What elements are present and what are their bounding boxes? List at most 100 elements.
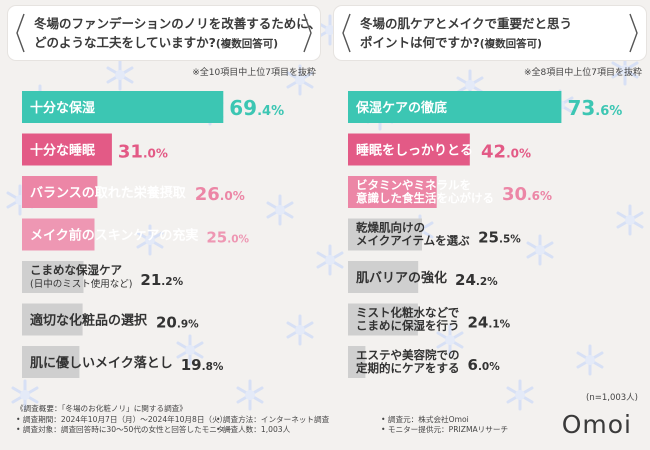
footer-cell: • 調査人数：1,003人 <box>216 425 291 434</box>
bar-label: 肌バリアの強化 <box>356 270 447 286</box>
bar-label-line: 睡眠をしっかりとる <box>356 143 473 159</box>
value-label: 25.0% <box>206 229 249 247</box>
bar-label-line: エステや美容院での <box>356 348 460 362</box>
value-label: 73.6% <box>567 96 622 120</box>
bar-6 <box>348 303 418 336</box>
bar-label-line: 十分な保湿 <box>30 100 95 116</box>
value-decimal: .0% <box>506 147 531 161</box>
value-integer: 31 <box>118 142 143 163</box>
value-integer: 42 <box>481 142 506 163</box>
value-integer: 69 <box>229 96 257 120</box>
value-label: 31.0% <box>118 142 168 163</box>
bar-label: 保湿ケアの徹底 <box>355 100 447 116</box>
value-integer: 26 <box>195 184 220 205</box>
footer-cell: 《調査概要：「冬場のお化粧ノリ」に関する調査》 <box>16 404 187 413</box>
sample-size-note: (n=1,003人) <box>586 393 638 403</box>
value-label: 21.2% <box>140 271 183 289</box>
footer-cell: • 調査期間：2024年10月7日（月）～2024年10月8日（火） <box>16 414 228 424</box>
value-integer: 25 <box>478 229 499 247</box>
bar-label-line: 定期的にケアをする <box>356 361 460 375</box>
value-integer: 20 <box>156 314 177 332</box>
value-label: 42.0% <box>481 142 531 163</box>
footer-row: • 調査対象：調査回答時に30〜50代の女性と回答したモニター • 調査人数：1… <box>16 425 536 436</box>
bracket-left-icon <box>16 13 25 53</box>
value-decimal: .6% <box>527 189 552 203</box>
chart-panel-right: 冬場の肌ケアとメイクで重要だと思う ポイントは何ですか?(複数回答可) ※全8項… <box>334 6 646 378</box>
bar-5 <box>22 261 84 293</box>
omoi-logo: Omoi <box>561 410 632 439</box>
bar-label-line: こまめな保湿ケア <box>30 263 122 277</box>
bracket-right-icon <box>629 13 638 53</box>
bar-label: メイク前のスキンケアの充実 <box>30 228 198 244</box>
question-title-right: 冬場の肌ケアとメイクで重要だと思う ポイントは何ですか?(複数回答可) <box>360 14 636 54</box>
bar-label-line: 適切な化粧品の選択 <box>30 313 148 329</box>
question-suffix: (複数回答可) <box>479 38 542 50</box>
bar-1 <box>22 91 224 123</box>
bar-label: 十分な保湿 <box>30 100 95 116</box>
bar-label-line: 乾燥肌向けの <box>356 221 425 235</box>
bar-label-line: こまめに保湿を行う <box>356 319 460 333</box>
value-decimal: .4% <box>257 104 284 119</box>
bar-label-line: バランスの取れた栄養摂取 <box>30 185 187 201</box>
value-label: 24.1% <box>468 314 511 332</box>
value-label: 6.0% <box>468 356 501 374</box>
value-integer: 19 <box>181 356 202 374</box>
footer-cell: • 調査方法：インターネット調査 <box>216 414 330 424</box>
bar-label-line: メイクアイテムを選ぶ <box>356 234 470 248</box>
bracket-left-icon <box>342 13 351 53</box>
value-decimal: .0% <box>227 234 249 246</box>
value-decimal: .5% <box>499 234 521 246</box>
value-integer: 21 <box>140 271 161 289</box>
value-integer: 73 <box>567 96 595 120</box>
value-decimal: .2% <box>476 276 498 288</box>
value-decimal: .2% <box>161 276 183 288</box>
value-integer: 25 <box>206 229 227 247</box>
question-box-left: 冬場のファンデーションのノリを改善するために、 どのような工夫をしていますか?(… <box>8 6 321 60</box>
bar-1 <box>348 91 562 123</box>
value-integer: 24 <box>468 314 489 332</box>
bar-label-line: 肌バリアの強化 <box>356 270 447 286</box>
survey-footer: 《調査概要：「冬場のお化粧ノリ」に関する調査》 • 調査期間：2024年10月7… <box>16 404 536 436</box>
question-line-1: 冬場の肌ケアとメイクで重要だと思う <box>360 16 573 31</box>
value-decimal: .0% <box>143 147 168 161</box>
footer-cell: • 調査対象：調査回答時に30〜50代の女性と回答したモニター <box>16 425 233 434</box>
question-line-2: どのような工夫をしていますか? <box>34 35 216 50</box>
bar-label: ビタミンやミネラルを意識した食生活を心がける <box>356 178 494 205</box>
value-label: 69.4% <box>229 96 284 120</box>
bar-label: エステや美容院での定期的にケアをする <box>356 348 460 375</box>
value-decimal: .0% <box>478 361 500 373</box>
bar-2 <box>348 133 470 166</box>
value-label: 26.0% <box>195 184 245 205</box>
bar-label: 適切な化粧品の選択 <box>30 313 148 329</box>
question-title-left: 冬場のファンデーションのノリを改善するために、 どのような工夫をしていますか?(… <box>34 14 321 54</box>
bar-7 <box>22 346 80 378</box>
question-box-right: 冬場の肌ケアとメイクで重要だと思う ポイントは何ですか?(複数回答可) <box>334 6 646 60</box>
bar-label: こまめな保湿ケア(日中のミスト使用など) <box>30 263 132 290</box>
value-decimal: .6% <box>595 104 622 119</box>
bar-2 <box>22 133 112 166</box>
bar-label: バランスの取れた栄養摂取 <box>30 185 187 201</box>
value-integer: 6 <box>468 356 478 374</box>
bar-label: ミスト化粧水などでこまめに保湿を行う <box>356 306 460 333</box>
question-suffix: (複数回答可) <box>215 38 278 50</box>
bar-chart-right: 保湿ケアの徹底 73.6%睡眠をしっかりとる 42.0%ビタミンやミネラルを意識した… <box>348 91 622 378</box>
bar-label-line: 保湿ケアの徹底 <box>355 100 447 116</box>
value-label: 19.8% <box>181 356 224 374</box>
value-label: 20.9% <box>156 314 199 332</box>
bar-chart-left: 十分な保湿 69.4%十分な睡眠 31.0%バランスの取れた栄養摂取 26.0%メイク… <box>22 91 284 378</box>
bar-4 <box>348 218 422 251</box>
footer-row: 《調査概要：「冬場のお化粧ノリ」に関する調査》 <box>16 404 536 415</box>
value-label: 24.2% <box>455 271 498 289</box>
value-decimal: .8% <box>202 361 224 373</box>
bar-label: 睡眠をしっかりとる <box>356 143 473 159</box>
bar-7 <box>348 346 366 378</box>
chart-panel-left: 冬場のファンデーションのノリを改善するために、 どのような工夫をしていますか?(… <box>8 6 321 378</box>
bar-5 <box>348 261 419 293</box>
value-label: 25.5% <box>478 229 521 247</box>
bar-label-line: ミスト化粧水などで <box>356 306 459 320</box>
bar-4 <box>22 218 95 251</box>
footer-row: • 調査期間：2024年10月7日（月）～2024年10月8日（火） • 調査方… <box>16 415 536 426</box>
bracket-right-icon <box>303 13 312 53</box>
note-right: ※全8項目中上位7項目を抜粋 <box>524 68 642 78</box>
bar-label-line: 肌に優しいメイク落とし <box>30 355 173 371</box>
